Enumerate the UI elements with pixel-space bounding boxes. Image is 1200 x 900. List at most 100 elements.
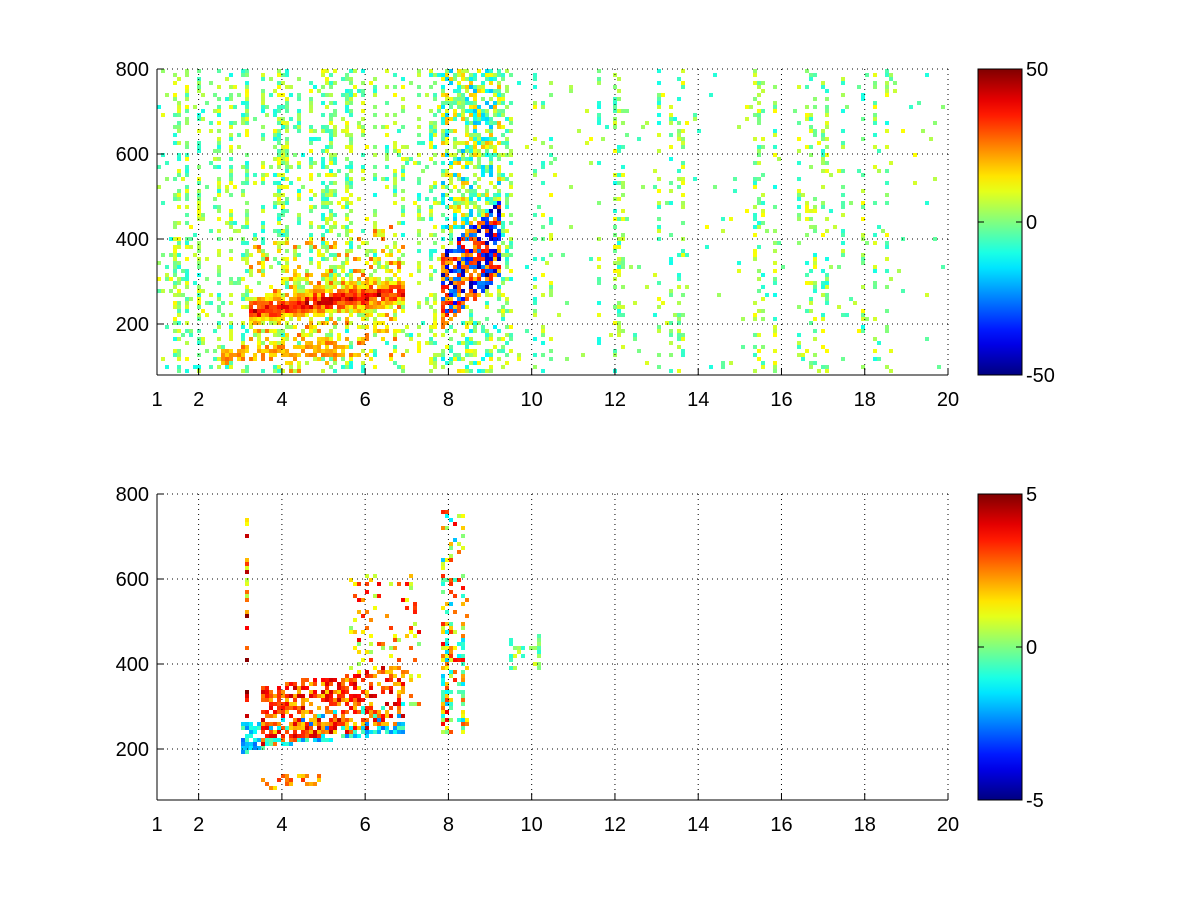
heatmap-cell (469, 233, 473, 237)
heatmap-cell (465, 117, 469, 121)
heatmap-cell (445, 269, 449, 273)
heatmap-cell (209, 81, 213, 85)
heatmap-cell (477, 177, 481, 181)
heatmap-cell (797, 345, 801, 349)
heatmap-cell (165, 273, 169, 277)
heatmap-cell (433, 181, 437, 185)
heatmap-cell (365, 650, 369, 654)
heatmap-cell (333, 153, 337, 157)
heatmap-cell (337, 281, 341, 285)
heatmap-cell (165, 161, 169, 165)
heatmap-cell (457, 305, 461, 309)
heatmap-cell (821, 137, 825, 141)
heatmap-cell (885, 169, 889, 173)
heatmap-cell (489, 333, 493, 337)
heatmap-cell (545, 261, 549, 265)
x-tick-label: 12 (604, 814, 626, 836)
heatmap-cell (341, 281, 345, 285)
heatmap-cell (241, 253, 245, 257)
heatmap-cell (281, 193, 285, 197)
heatmap-cell (217, 121, 221, 125)
heatmap-cell (657, 101, 661, 105)
heatmap-cell (317, 313, 321, 317)
heatmap-cell (509, 213, 513, 217)
heatmap-cell (501, 109, 505, 113)
heatmap-cell (345, 129, 349, 133)
heatmap-cell (293, 718, 297, 722)
heatmap-cell (297, 93, 301, 97)
heatmap-cell (441, 706, 445, 710)
heatmap-cell (281, 293, 285, 297)
heatmap-cell (365, 722, 369, 726)
heatmap-cell (885, 181, 889, 185)
heatmap-cell (489, 357, 493, 361)
y-tick-label: 800 (116, 59, 149, 81)
heatmap-cell (245, 349, 249, 353)
heatmap-cell (185, 213, 189, 217)
heatmap-cell (509, 221, 513, 225)
heatmap-cell (257, 317, 261, 321)
heatmap-cell (441, 73, 445, 77)
heatmap-cell (461, 245, 465, 249)
heatmap-cell (453, 277, 457, 281)
heatmap-cell (429, 133, 433, 137)
heatmap-cell (773, 241, 777, 245)
heatmap-cell (757, 153, 761, 157)
heatmap-cell (489, 233, 493, 237)
heatmap-cell (473, 353, 477, 357)
heatmap-cell (477, 149, 481, 153)
heatmap-cell (677, 97, 681, 101)
heatmap-cell (245, 610, 249, 614)
heatmap-cell (465, 277, 469, 281)
heatmap-cell (317, 137, 321, 141)
heatmap-cell (301, 734, 305, 738)
heatmap-cell (485, 285, 489, 289)
heatmap-cell (273, 305, 277, 309)
heatmap-cell (453, 257, 457, 261)
heatmap-cell (461, 181, 465, 185)
heatmap-cell (653, 273, 657, 277)
heatmap-cell (245, 253, 249, 257)
heatmap-cell (469, 261, 473, 265)
heatmap-cell (349, 81, 353, 85)
heatmap-cell (825, 113, 829, 117)
heatmap-cell (293, 313, 297, 317)
heatmap-cell (485, 73, 489, 77)
heatmap-cell (461, 265, 465, 269)
heatmap-cell (357, 125, 361, 129)
heatmap-cell (309, 734, 313, 738)
heatmap-cell (469, 289, 473, 293)
heatmap-cell (469, 337, 473, 341)
heatmap-cell (461, 321, 465, 325)
heatmap-cell (273, 109, 277, 113)
heatmap-cell (349, 269, 353, 273)
heatmap-cell (389, 269, 393, 273)
heatmap-cell (353, 301, 357, 305)
heatmap-cell (489, 221, 493, 225)
heatmap-cell (185, 165, 189, 169)
heatmap-cell (473, 113, 477, 117)
heatmap-cell (401, 189, 405, 193)
heatmap-cell (353, 285, 357, 289)
heatmap-cell (313, 349, 317, 353)
heatmap-cell (333, 285, 337, 289)
heatmap-cell (713, 185, 717, 189)
heatmap-cell (273, 710, 277, 714)
heatmap-cell (361, 598, 365, 602)
heatmap-cell (429, 85, 433, 89)
heatmap-cell (645, 121, 649, 125)
heatmap-cell (177, 205, 181, 209)
heatmap-cell (165, 365, 169, 369)
heatmap-cell (681, 69, 685, 73)
heatmap-cell (889, 161, 893, 165)
heatmap-cell (681, 337, 685, 341)
heatmap-cell (305, 698, 309, 702)
heatmap-cell (477, 281, 481, 285)
heatmap-cell (309, 329, 313, 333)
heatmap-cell (401, 205, 405, 209)
heatmap-cell (457, 85, 461, 89)
heatmap-cell (377, 313, 381, 317)
heatmap-cell (261, 778, 265, 782)
heatmap-cell (293, 738, 297, 742)
heatmap-cell (209, 129, 213, 133)
